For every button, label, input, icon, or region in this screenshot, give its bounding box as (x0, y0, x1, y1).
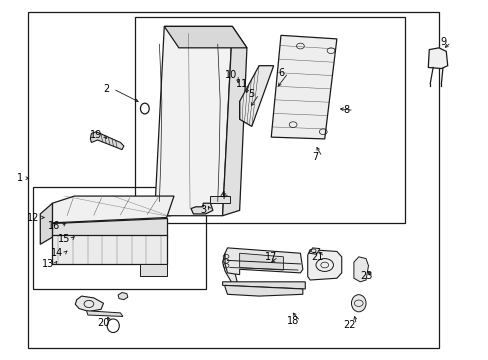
Text: 10: 10 (224, 69, 237, 80)
Text: 15: 15 (58, 234, 71, 244)
Bar (28, 12, 438, 348)
Polygon shape (222, 26, 246, 216)
Polygon shape (154, 26, 232, 216)
Text: 4: 4 (219, 191, 225, 201)
Text: 20: 20 (97, 318, 109, 328)
Ellipse shape (351, 295, 366, 312)
Polygon shape (118, 293, 127, 300)
Polygon shape (52, 235, 166, 264)
Text: 17: 17 (264, 252, 277, 262)
Text: 22: 22 (342, 320, 355, 330)
Polygon shape (307, 249, 341, 280)
Text: 13: 13 (41, 259, 54, 269)
Text: 3: 3 (200, 205, 206, 215)
Text: 19: 19 (90, 130, 102, 140)
Polygon shape (52, 217, 166, 237)
Polygon shape (224, 285, 302, 296)
Polygon shape (222, 253, 237, 284)
Polygon shape (222, 282, 305, 289)
Polygon shape (40, 203, 52, 244)
Bar (135, 18, 404, 223)
Bar (33, 187, 205, 289)
Text: 18: 18 (286, 316, 299, 326)
Polygon shape (271, 35, 336, 139)
Text: 12: 12 (27, 212, 39, 222)
Text: 11: 11 (236, 78, 248, 89)
Polygon shape (191, 203, 212, 214)
Polygon shape (239, 253, 283, 270)
Polygon shape (86, 311, 122, 316)
Text: 2: 2 (102, 84, 109, 94)
Text: 9: 9 (440, 37, 446, 48)
Polygon shape (427, 48, 447, 68)
Text: 8: 8 (343, 105, 349, 115)
Polygon shape (239, 66, 273, 126)
Polygon shape (75, 296, 103, 311)
Polygon shape (52, 196, 174, 223)
Bar (210, 196, 229, 203)
Text: 21: 21 (310, 252, 323, 262)
Polygon shape (224, 248, 302, 275)
Text: 16: 16 (48, 221, 60, 231)
Text: 23: 23 (359, 271, 371, 282)
Text: 14: 14 (51, 248, 63, 258)
Polygon shape (140, 264, 166, 276)
Text: 7: 7 (311, 152, 318, 162)
Polygon shape (353, 257, 368, 282)
Text: 1: 1 (17, 173, 23, 183)
Polygon shape (308, 248, 319, 254)
Ellipse shape (107, 319, 119, 333)
Polygon shape (164, 26, 246, 48)
Polygon shape (90, 132, 123, 150)
Ellipse shape (140, 103, 149, 114)
Text: 5: 5 (248, 89, 254, 99)
Text: 6: 6 (277, 68, 284, 78)
